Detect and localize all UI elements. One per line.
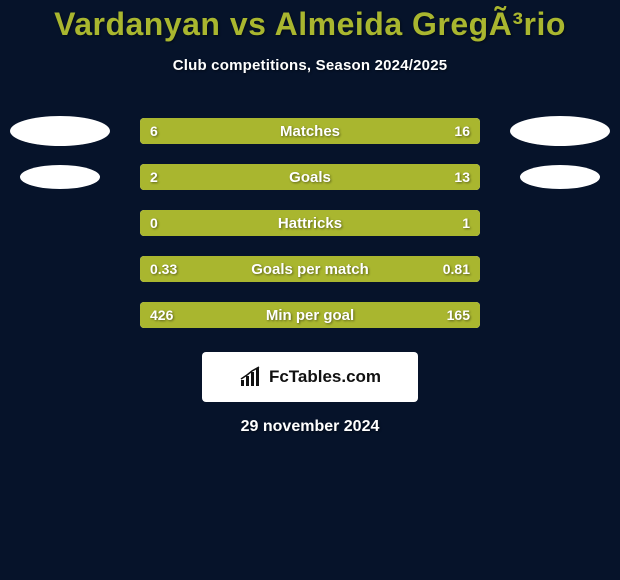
left-ellipse-icon xyxy=(10,116,110,146)
page-title: Vardanyan vs Almeida GregÃ³rio xyxy=(0,0,620,43)
brand-text: FcTables.com xyxy=(269,367,381,387)
stat-rows: 616Matches 213Goals 01Hattricks 0.330.81Goa… xyxy=(0,108,620,338)
bar-left-fill xyxy=(140,210,150,236)
stat-bar: 01Hattricks xyxy=(140,210,480,236)
left-ellipse-icon xyxy=(20,165,100,189)
stat-bar: 616Matches xyxy=(140,118,480,144)
bar-right-fill xyxy=(385,302,480,328)
stat-bar: 0.330.81Goals per match xyxy=(140,256,480,282)
stat-row: 616Matches xyxy=(0,108,620,154)
bar-left-fill xyxy=(140,164,184,190)
stat-bar: 213Goals xyxy=(140,164,480,190)
right-ellipse-icon xyxy=(510,116,610,146)
brand-box: FcTables.com xyxy=(202,352,418,402)
stat-row: 01Hattricks xyxy=(0,200,620,246)
right-ellipse-icon xyxy=(520,165,600,189)
bar-left-fill xyxy=(140,256,239,282)
stat-row: 213Goals xyxy=(0,154,620,200)
comparison-infographic: Vardanyan vs Almeida GregÃ³rio Club comp… xyxy=(0,0,620,580)
stat-row: 0.330.81Goals per match xyxy=(0,246,620,292)
stat-row: 426165Min per goal xyxy=(0,292,620,338)
page-subtitle: Club competitions, Season 2024/2025 xyxy=(0,57,620,74)
bar-right-fill xyxy=(150,210,480,236)
bar-right-fill xyxy=(232,118,480,144)
bar-chart-icon xyxy=(239,366,263,388)
bar-left-fill xyxy=(140,302,385,328)
stat-bar: 426165Min per goal xyxy=(140,302,480,328)
bar-left-fill xyxy=(140,118,232,144)
bar-right-fill xyxy=(184,164,480,190)
date-text: 29 november 2024 xyxy=(0,418,620,436)
bar-right-fill xyxy=(239,256,480,282)
